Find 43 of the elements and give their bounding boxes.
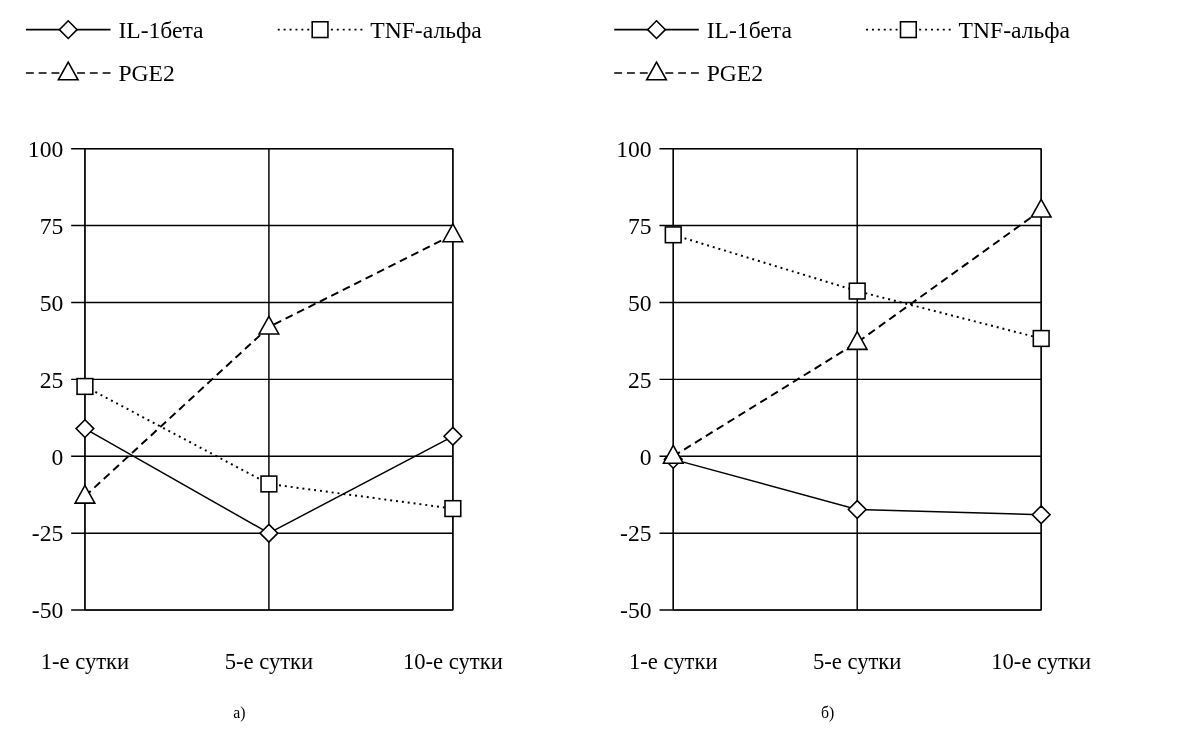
point — [75, 418, 95, 439]
y-tick-label: -50 — [31, 597, 64, 624]
y-tick-label: 25 — [627, 366, 652, 393]
x-tick-label: 1-е сутки — [628, 649, 718, 675]
point — [1032, 329, 1050, 348]
point — [443, 426, 463, 446]
point — [848, 282, 866, 300]
y-tick-label: 25 — [39, 366, 64, 393]
legend-label: PGE2 — [118, 60, 175, 87]
x-tick-label: 10-е сутки — [991, 649, 1092, 675]
x-tick-label: 5-е сутки — [224, 649, 314, 675]
y-tick-label: 100 — [616, 135, 652, 162]
legend-label: IL-1бета — [706, 16, 793, 43]
y-tick-label: 0 — [51, 443, 64, 470]
x-tick-label: 5-е сутки — [812, 649, 902, 675]
x-tick-label: 1-е сутки — [40, 649, 130, 675]
point — [444, 499, 462, 518]
y-tick-label: -25 — [31, 520, 64, 547]
point — [258, 315, 280, 335]
y-tick-label: 50 — [39, 289, 64, 316]
legend-label: PGE2 — [706, 60, 764, 87]
point — [76, 377, 94, 396]
text: а) — [233, 704, 246, 723]
point — [442, 223, 464, 243]
point — [1030, 198, 1052, 218]
y-tick-label: 75 — [39, 212, 64, 239]
point — [846, 330, 868, 351]
legend-label: IL-1бета — [118, 16, 205, 43]
y-tick-label: 50 — [627, 289, 652, 316]
y-tick-label: 75 — [627, 212, 652, 239]
y-tick-label: -50 — [620, 597, 652, 624]
point — [664, 226, 682, 244]
y-tick-label: 0 — [639, 443, 652, 470]
legend-label: TNF-альфа — [370, 16, 483, 43]
text: б) — [821, 704, 835, 723]
y-tick-label: 100 — [27, 135, 64, 162]
point — [847, 499, 867, 520]
point — [1031, 505, 1051, 525]
x-tick-label: 10-е сутки — [402, 649, 503, 675]
legend-label: TNF-альфа — [958, 16, 1071, 43]
point — [260, 475, 278, 493]
y-tick-label: -25 — [620, 520, 652, 547]
point — [259, 523, 279, 543]
